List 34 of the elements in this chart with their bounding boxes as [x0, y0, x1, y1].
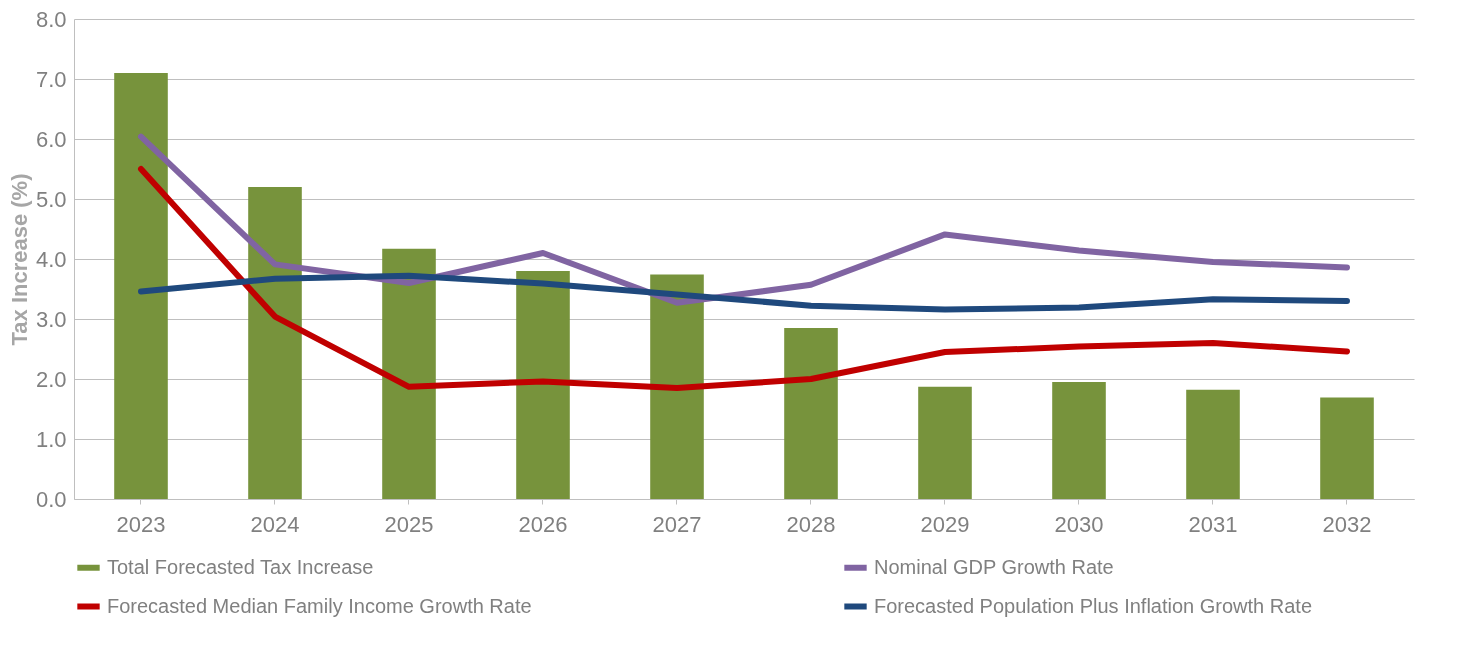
y-tick-label: 8.0 — [35, 6, 67, 32]
x-tick-label: 2025 — [384, 511, 434, 537]
y-tick-label: 2.0 — [35, 366, 67, 392]
legend-label: Total Forecasted Tax Increase — [107, 555, 374, 578]
x-tick-label: 2030 — [1054, 511, 1104, 537]
legend-label: Forecasted Population Plus Inflation Growth Rate — [874, 594, 1313, 617]
x-tick-label: 2031 — [1188, 511, 1238, 537]
bar — [382, 248, 436, 499]
legend-label: Forecasted Median Family Income Growth Rate — [107, 594, 532, 617]
y-tick-label: 5.0 — [35, 186, 67, 212]
x-tick-label: 2027 — [652, 511, 702, 537]
y-tick-label: 7.0 — [35, 66, 67, 92]
bar — [918, 386, 972, 499]
x-tick-label: 2024 — [250, 511, 300, 537]
x-tick-label: 2026 — [518, 511, 568, 537]
x-tick-label: 2032 — [1322, 511, 1372, 537]
y-tick-label: 3.0 — [35, 306, 67, 332]
y-tick-label: 1.0 — [35, 426, 67, 452]
bar — [1052, 382, 1106, 499]
legend-label: Nominal GDP Growth Rate — [874, 555, 1114, 578]
x-tick-label: 2029 — [920, 511, 970, 537]
bar — [516, 271, 570, 499]
bar — [114, 73, 168, 499]
y-tick-label: 4.0 — [35, 246, 67, 272]
y-tick-label: 0.0 — [35, 486, 67, 512]
y-axis-title: Tax Increase (%) — [6, 173, 32, 346]
y-tick-label: 6.0 — [35, 126, 67, 152]
bar — [1186, 389, 1240, 499]
bar — [1320, 397, 1374, 499]
x-tick-label: 2023 — [116, 511, 166, 537]
bar — [784, 328, 838, 499]
bar — [248, 187, 302, 499]
bar — [650, 274, 704, 499]
x-tick-label: 2028 — [786, 511, 836, 537]
